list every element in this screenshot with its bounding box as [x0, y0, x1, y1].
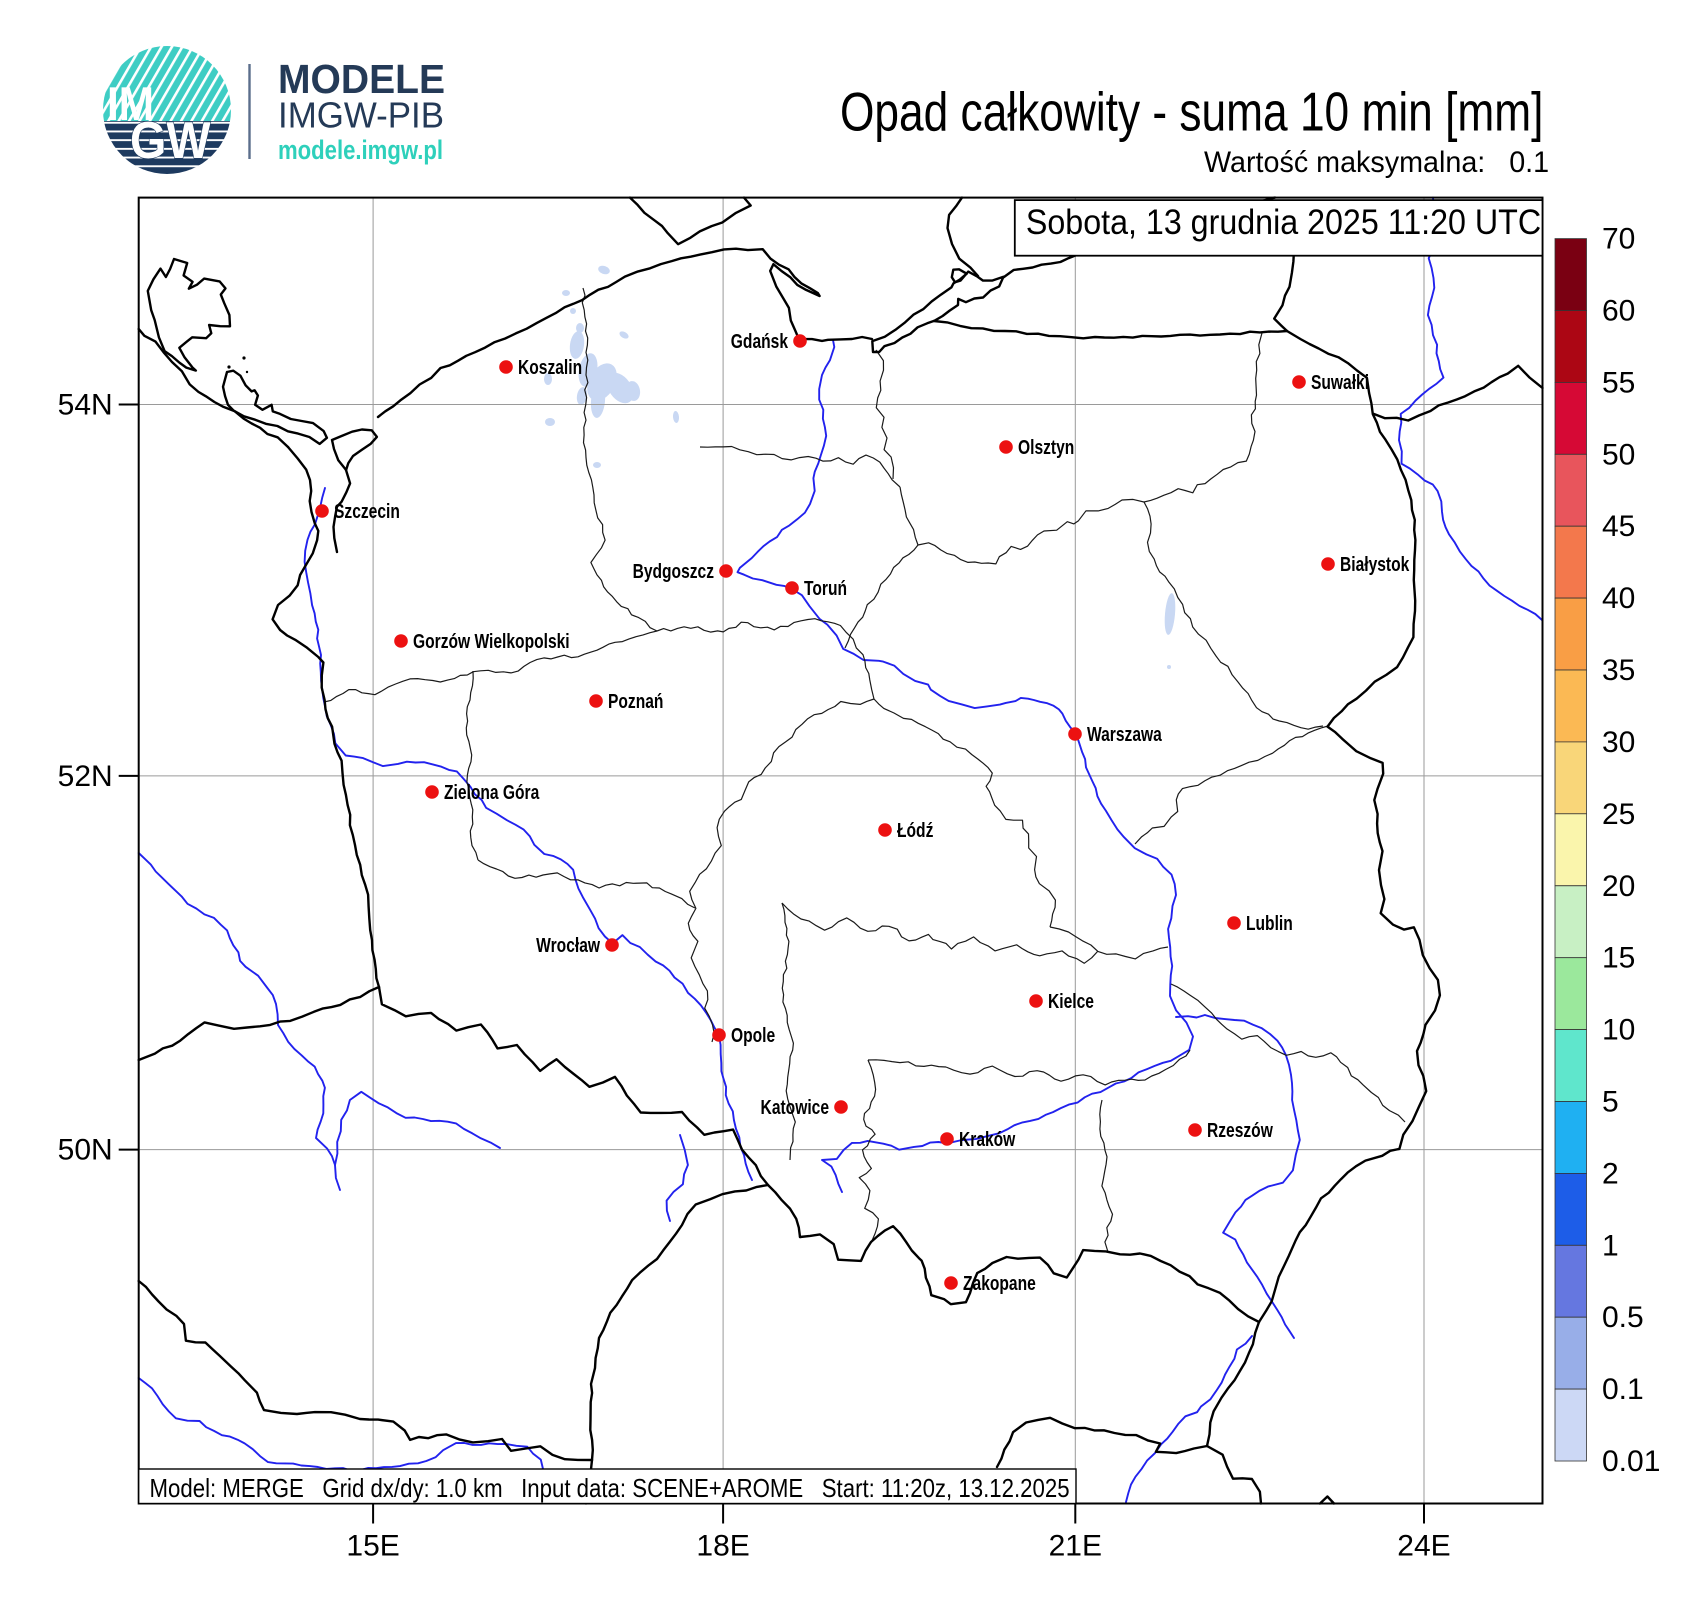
svg-text:40: 40: [1602, 582, 1635, 615]
svg-text:Opole: Opole: [731, 1024, 775, 1046]
svg-text:Łódź: Łódź: [897, 819, 933, 841]
svg-text:30: 30: [1602, 726, 1635, 759]
svg-text:Gorzów Wielkopolski: Gorzów Wielkopolski: [413, 630, 570, 652]
svg-text:0.5: 0.5: [1602, 1301, 1644, 1334]
svg-text:Wartość maksymalna: 0.1: Wartość maksymalna: 0.1: [1204, 145, 1549, 179]
svg-text:2: 2: [1602, 1157, 1619, 1190]
svg-text:15: 15: [1602, 942, 1635, 975]
svg-text:MODELE: MODELE: [278, 56, 445, 102]
svg-text:60: 60: [1602, 295, 1635, 328]
svg-text:Sobota, 13 grudnia 2025 11:20: Sobota, 13 grudnia 2025 11:20 UTC: [1026, 204, 1541, 242]
svg-text:Gdańsk: Gdańsk: [731, 330, 788, 352]
svg-text:50: 50: [1602, 438, 1635, 471]
svg-text:15E: 15E: [346, 1530, 399, 1563]
svg-text:70: 70: [1602, 223, 1635, 256]
svg-text:Poznań: Poznań: [608, 690, 663, 712]
svg-text:Kielce: Kielce: [1048, 990, 1094, 1012]
svg-text:Opad całkowity - suma 10 min [: Opad całkowity - suma 10 min [mm]: [840, 81, 1543, 143]
svg-text:Koszalin: Koszalin: [518, 356, 582, 378]
svg-text:Zakopane: Zakopane: [963, 1272, 1036, 1294]
svg-text:Rzeszów: Rzeszów: [1207, 1119, 1273, 1141]
svg-text:0.01: 0.01: [1602, 1445, 1660, 1478]
svg-text:10: 10: [1602, 1014, 1635, 1047]
svg-text:modele.imgw.pl: modele.imgw.pl: [278, 135, 443, 165]
svg-text:50N: 50N: [58, 1134, 113, 1167]
svg-text:IMGW-PIB: IMGW-PIB: [278, 95, 444, 136]
svg-text:Olsztyn: Olsztyn: [1018, 436, 1074, 458]
svg-text:Warszawa: Warszawa: [1087, 723, 1163, 745]
svg-text:0.1: 0.1: [1602, 1373, 1644, 1406]
svg-text:18E: 18E: [696, 1530, 749, 1563]
svg-text:21E: 21E: [1049, 1530, 1102, 1563]
svg-text:Białystok: Białystok: [1340, 553, 1409, 575]
svg-text:5: 5: [1602, 1086, 1619, 1119]
svg-text:25: 25: [1602, 798, 1635, 831]
svg-text:52N: 52N: [58, 760, 113, 793]
svg-text:45: 45: [1602, 510, 1635, 543]
svg-text:1: 1: [1602, 1229, 1619, 1262]
svg-text:Suwałki: Suwałki: [1311, 371, 1369, 393]
svg-text:IM: IM: [107, 79, 154, 131]
svg-text:Bydgoszcz: Bydgoszcz: [633, 560, 714, 582]
svg-text:Wrocław: Wrocław: [536, 934, 600, 956]
svg-text:Model: MERGE Grid dx/dy: 1.0: Model: MERGE Grid dx/dy: 1.0 km Input da…: [150, 1474, 1070, 1503]
svg-text:35: 35: [1602, 654, 1635, 687]
svg-text:Katowice: Katowice: [761, 1096, 829, 1118]
svg-text:20: 20: [1602, 870, 1635, 903]
svg-text:Szczecin: Szczecin: [334, 500, 400, 522]
svg-text:GW: GW: [130, 112, 211, 170]
svg-text:54N: 54N: [58, 389, 113, 422]
svg-text:Zielona Góra: Zielona Góra: [444, 781, 540, 803]
svg-text:55: 55: [1602, 366, 1635, 399]
svg-text:Kraków: Kraków: [959, 1128, 1015, 1150]
svg-text:Lublin: Lublin: [1246, 912, 1293, 934]
svg-text:24E: 24E: [1397, 1530, 1450, 1563]
svg-text:Toruń: Toruń: [804, 577, 847, 599]
